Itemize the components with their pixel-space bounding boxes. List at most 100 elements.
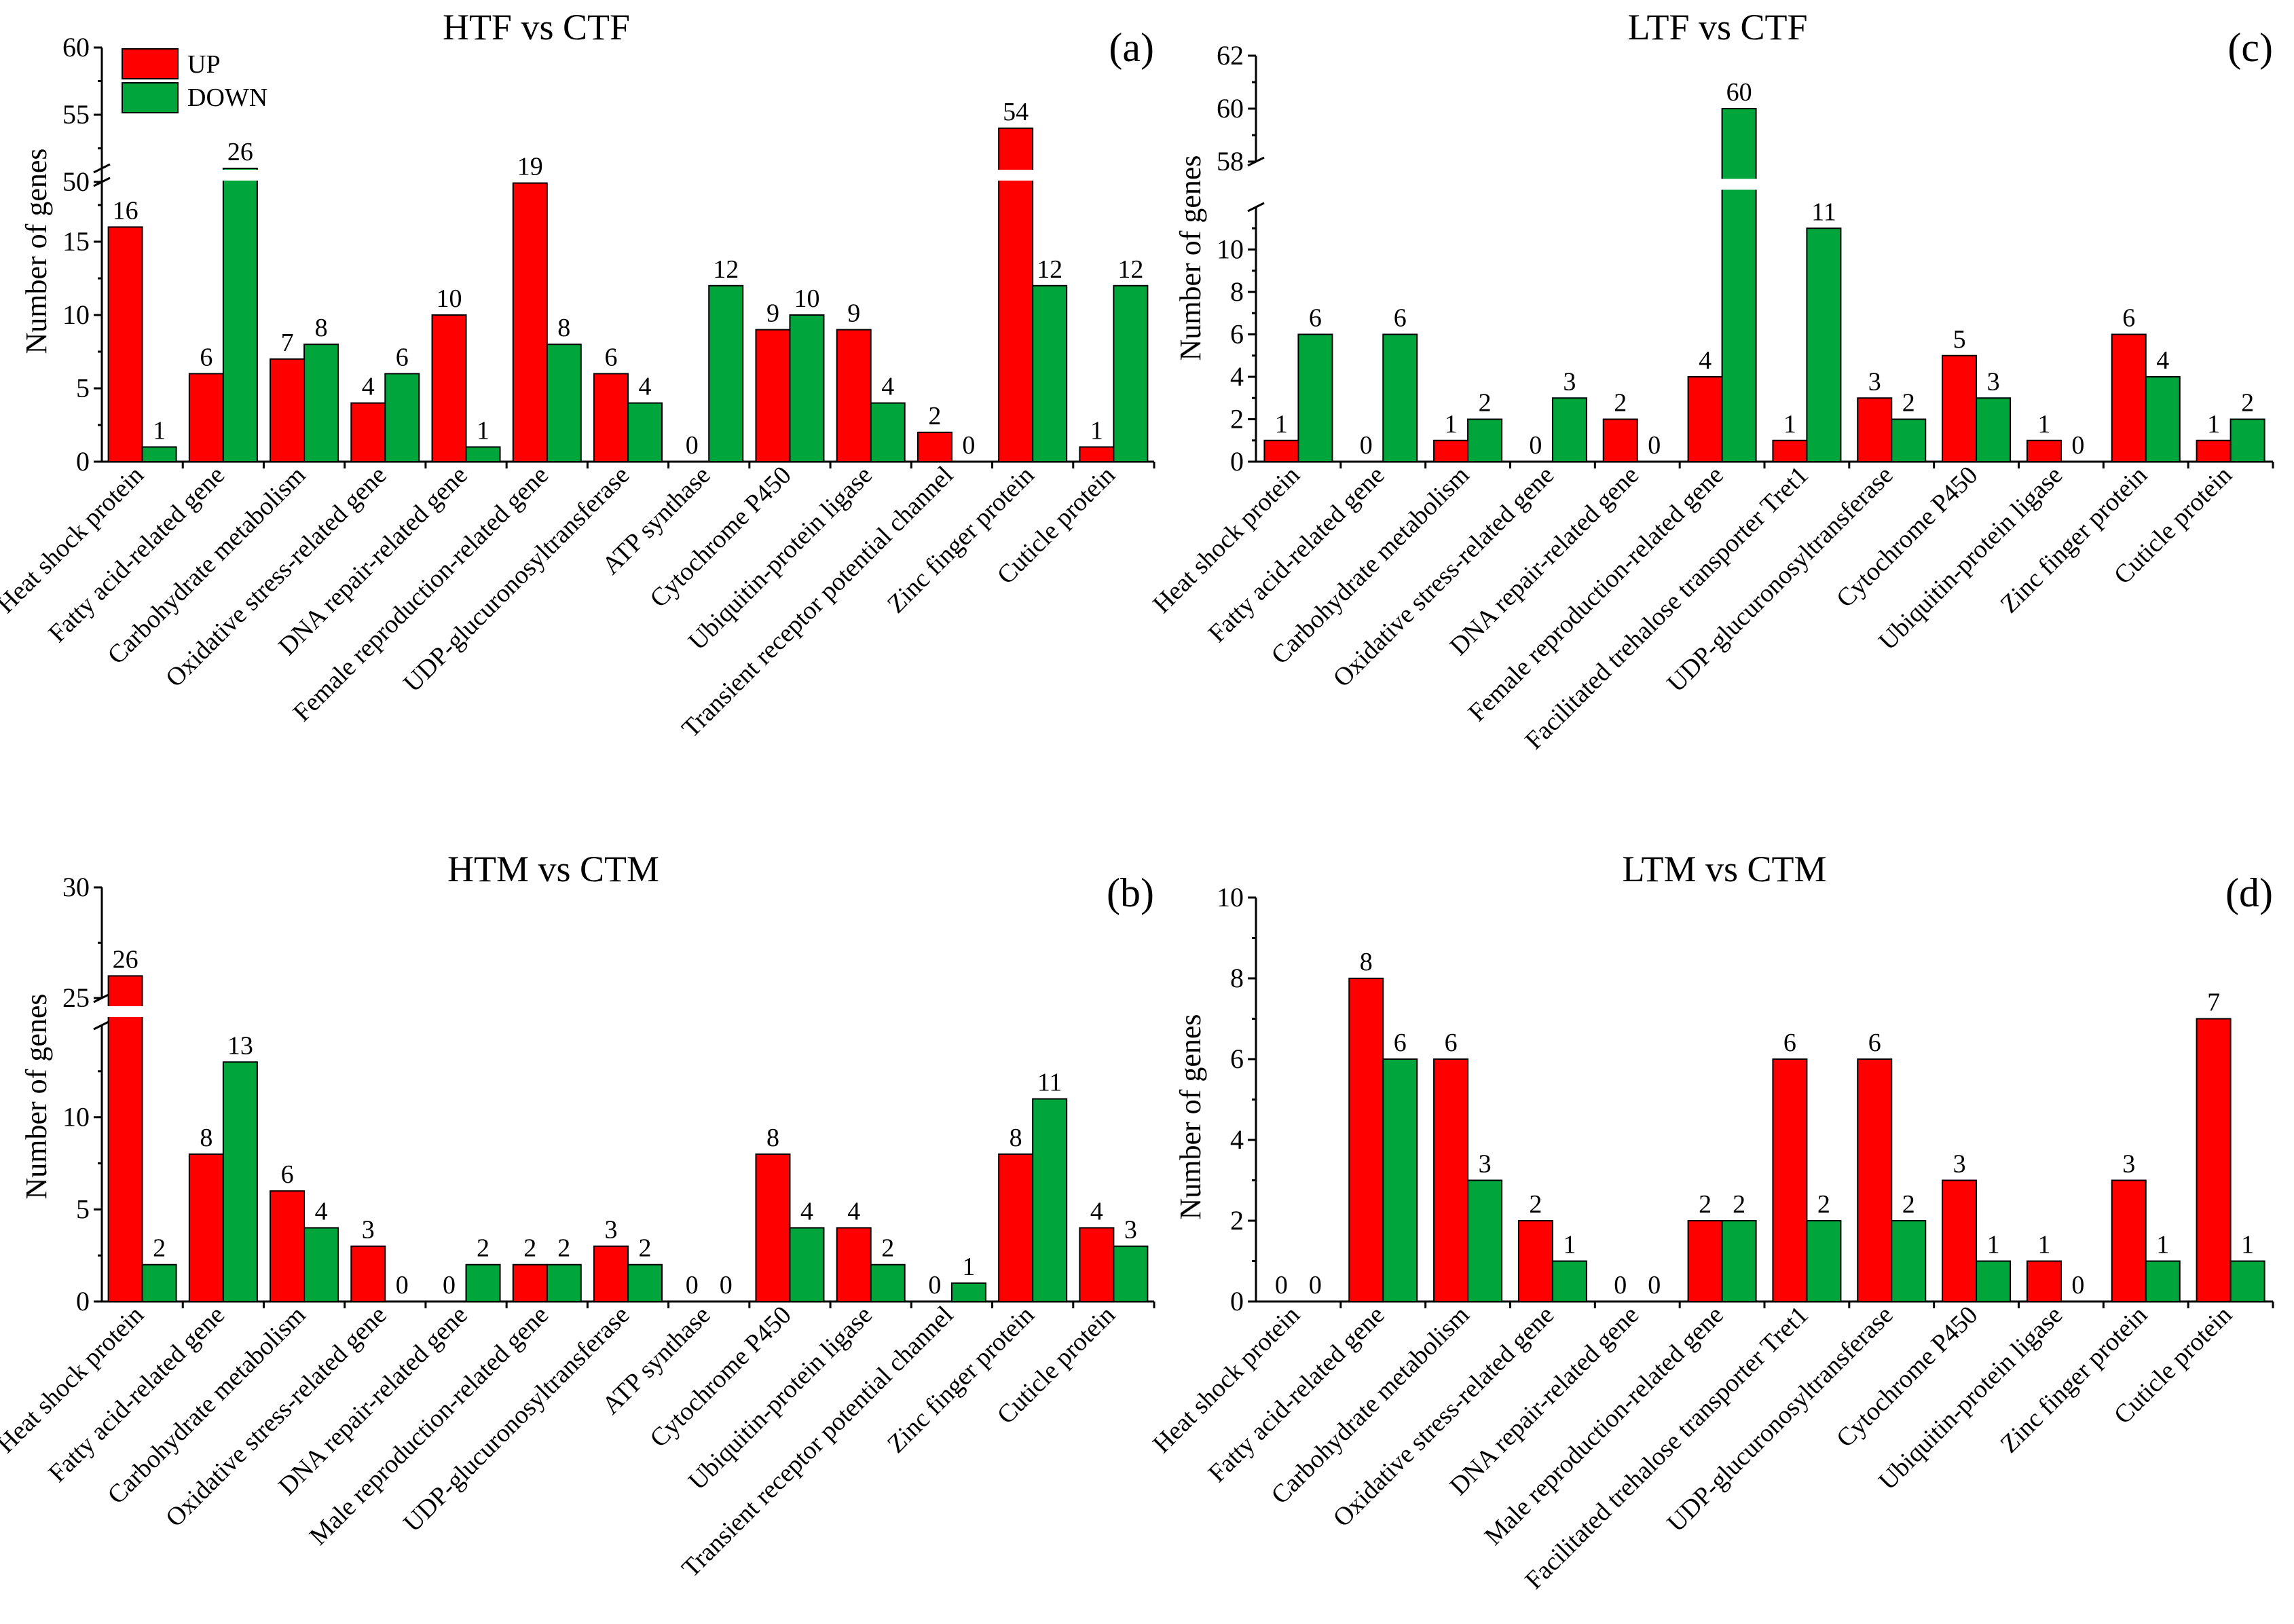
bar-down-2 bbox=[1467, 418, 1503, 462]
bar-up-11 bbox=[998, 1153, 1034, 1303]
bar-up-8 bbox=[1942, 1179, 1978, 1302]
bar-up-12 bbox=[1079, 1227, 1115, 1303]
data-label: 1 bbox=[2207, 410, 2220, 439]
bar-down-6 bbox=[1806, 1220, 1842, 1302]
data-label: 0 bbox=[1360, 431, 1373, 460]
data-label: 12 bbox=[713, 255, 739, 284]
data-label: 26 bbox=[113, 945, 138, 974]
bar-down-11 bbox=[1032, 1098, 1068, 1302]
bar-up-9 bbox=[2026, 1260, 2062, 1302]
legend-down-swatch bbox=[122, 82, 179, 113]
bar-up-4 bbox=[431, 314, 467, 462]
data-label: 6 bbox=[1783, 1029, 1796, 1057]
bar-down-12 bbox=[1113, 1245, 1149, 1302]
data-label: 6 bbox=[1868, 1029, 1881, 1057]
data-label: 2 bbox=[557, 1234, 570, 1263]
bar-up-10 bbox=[2111, 333, 2147, 462]
data-label: 6 bbox=[396, 343, 409, 371]
data-label: 4 bbox=[362, 373, 375, 401]
data-label: 4 bbox=[2156, 346, 2169, 375]
y-tick-label: 30 bbox=[62, 872, 90, 902]
bar-up-2 bbox=[270, 358, 306, 462]
bar-up-8 bbox=[755, 1153, 791, 1303]
x-tick-label: Zinc finger protein bbox=[1995, 1301, 2153, 1459]
y-tick-label: 2 bbox=[1230, 1205, 1244, 1236]
data-label: 2 bbox=[1817, 1190, 1830, 1219]
data-label: 5 bbox=[1953, 325, 1966, 354]
y-tick-label: 62 bbox=[1217, 40, 1244, 71]
axis-break-mark bbox=[93, 163, 111, 174]
bar-down-6 bbox=[627, 1263, 663, 1302]
data-label: 0 bbox=[1309, 1271, 1322, 1299]
bar-down-1 bbox=[1382, 1058, 1418, 1302]
data-label: 0 bbox=[1529, 431, 1542, 460]
data-label: 4 bbox=[800, 1197, 813, 1225]
bar-down-10 bbox=[2145, 1260, 2181, 1302]
panel-label: (a) bbox=[1109, 25, 1154, 70]
y-tick-label: 6 bbox=[1230, 319, 1244, 350]
bar-down-10 bbox=[2145, 376, 2181, 462]
data-label: 12 bbox=[1117, 255, 1143, 284]
bar-down-1 bbox=[1382, 333, 1418, 462]
data-label: 6 bbox=[605, 343, 618, 371]
data-label: 8 bbox=[766, 1124, 779, 1152]
bar-up-8 bbox=[755, 329, 791, 462]
data-label: 6 bbox=[200, 343, 212, 371]
y-tick-label: 2 bbox=[1230, 404, 1244, 435]
data-label: 4 bbox=[1090, 1197, 1103, 1225]
data-label: 2 bbox=[1733, 1190, 1745, 1219]
bar-down-7 bbox=[1891, 418, 1927, 462]
y-tick-label: 10 bbox=[1217, 234, 1244, 265]
data-label: 0 bbox=[2071, 431, 2084, 460]
panel-c: LTF vs CTF (c)Number of genes024681058606… bbox=[1147, 7, 2274, 755]
bar-down-5 bbox=[546, 344, 582, 463]
data-label: 6 bbox=[281, 1160, 294, 1189]
y-tick-label: 0 bbox=[1230, 1286, 1244, 1316]
y-tick-label: 8 bbox=[1230, 963, 1244, 993]
data-label: 1 bbox=[1987, 1231, 2000, 1259]
data-label: 2 bbox=[523, 1234, 536, 1263]
data-label: 1 bbox=[153, 416, 166, 445]
bar-down-11 bbox=[1032, 284, 1068, 462]
data-label: 8 bbox=[1360, 948, 1373, 976]
y-tick-label: 60 bbox=[62, 32, 90, 62]
y-tick-label: 60 bbox=[1217, 93, 1244, 124]
bar-up-5 bbox=[512, 182, 548, 462]
data-label: 8 bbox=[315, 314, 328, 342]
x-tick-label: Heat shock protein bbox=[1147, 461, 1306, 619]
data-label: 3 bbox=[1987, 367, 2000, 396]
data-label: 10 bbox=[437, 284, 462, 313]
bar-down-0 bbox=[141, 446, 177, 463]
data-label: 2 bbox=[928, 402, 941, 430]
bar-down-10 bbox=[950, 1282, 986, 1303]
bar-up-5 bbox=[1687, 1220, 1723, 1302]
data-label: 54 bbox=[1003, 98, 1029, 126]
chart-title: LTM vs CTM bbox=[1622, 849, 1826, 889]
data-label: 1 bbox=[2037, 410, 2050, 439]
y-axis-label: Number of genes bbox=[1174, 155, 1207, 361]
bar-up-1 bbox=[1348, 978, 1384, 1302]
data-label: 2 bbox=[153, 1234, 166, 1263]
x-tick-label: Zinc finger protein bbox=[882, 1301, 1040, 1459]
panel-label: (b) bbox=[1107, 870, 1154, 915]
bar-up-8 bbox=[1942, 354, 1978, 462]
bar-up-2 bbox=[1433, 439, 1469, 462]
data-label: 2 bbox=[1529, 1190, 1542, 1219]
data-label: 0 bbox=[686, 431, 699, 460]
data-label: 4 bbox=[881, 373, 894, 401]
y-tick-label: 10 bbox=[1217, 882, 1244, 912]
x-tick-label: Cytochrome P450 bbox=[644, 461, 796, 613]
y-tick-label: 10 bbox=[62, 1102, 90, 1132]
bar-down-2 bbox=[303, 1227, 339, 1303]
y-tick-label: 0 bbox=[1230, 446, 1244, 477]
data-label: 0 bbox=[2071, 1271, 2084, 1299]
bar-down-4 bbox=[465, 1263, 501, 1302]
bar-up-2 bbox=[270, 1190, 306, 1302]
data-label: 2 bbox=[477, 1234, 489, 1263]
y-tick-label: 55 bbox=[62, 99, 90, 130]
data-label: 0 bbox=[1648, 1271, 1661, 1299]
data-label: 3 bbox=[1124, 1216, 1137, 1244]
data-label: 1 bbox=[2037, 1231, 2050, 1259]
